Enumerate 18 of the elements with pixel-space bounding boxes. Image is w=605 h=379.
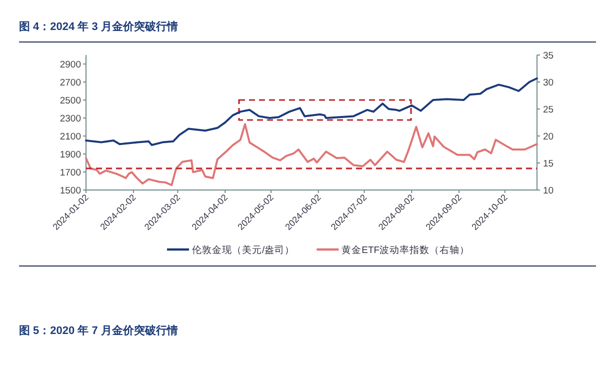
y-tick-label: 1700 [60, 168, 81, 178]
y-tick-label: 2100 [60, 132, 81, 142]
y-tick-label: 1500 [60, 186, 81, 196]
annotation: 图 5：2020 年 7 月金价突破行情 [19, 325, 178, 337]
y-tick-label: 2500 [60, 96, 81, 106]
legend-label: 伦敦金现（美元/盎司） [192, 244, 295, 256]
y2-tick-label: 25 [543, 104, 554, 116]
y-tick-label: 2900 [60, 60, 81, 70]
y2-tick-label: 35 [543, 50, 554, 62]
y2-tick-label: 20 [543, 132, 554, 142]
y-tick-label: 2700 [60, 78, 81, 88]
y-tick-label: 2300 [60, 114, 81, 124]
y2-tick-label: 30 [543, 78, 554, 88]
y2-tick-label: 10 [543, 186, 554, 196]
y-tick-label: 1900 [60, 150, 81, 160]
y2-tick-label: 15 [543, 158, 554, 170]
legend-label: 黄金ETF波动率指数（右轴） [342, 244, 470, 256]
chart-title: 图 4：2024 年 3 月金价突破行情 [19, 20, 178, 33]
